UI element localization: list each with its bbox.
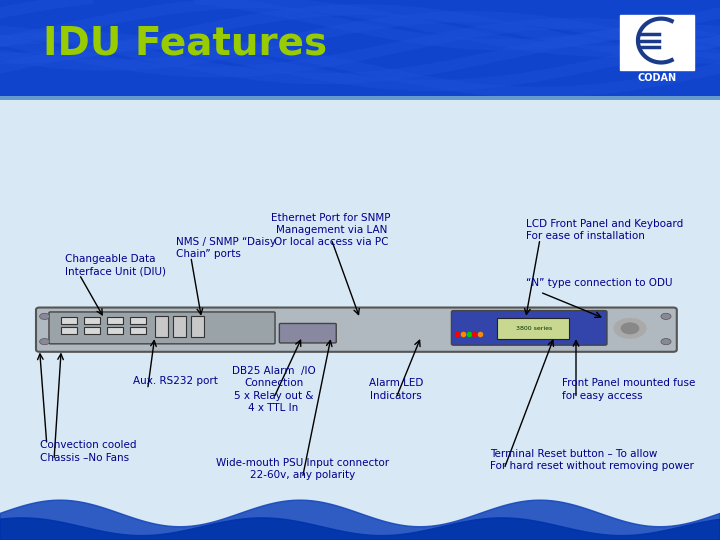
FancyBboxPatch shape xyxy=(49,312,275,344)
Text: CODAN: CODAN xyxy=(637,73,677,83)
Circle shape xyxy=(621,323,639,334)
Circle shape xyxy=(661,339,671,345)
Circle shape xyxy=(614,319,646,338)
Circle shape xyxy=(661,313,671,320)
Bar xyxy=(191,316,204,337)
Circle shape xyxy=(40,313,50,320)
Bar xyxy=(84,327,100,334)
Text: Terminal Reset button – To allow
For hard reset without removing power: Terminal Reset button – To allow For har… xyxy=(490,449,693,471)
Bar xyxy=(173,316,186,337)
Bar xyxy=(130,318,146,325)
Bar xyxy=(61,327,77,334)
Text: Alarm LED
Indicators: Alarm LED Indicators xyxy=(369,378,423,401)
Bar xyxy=(107,318,123,325)
Bar xyxy=(61,318,77,325)
Circle shape xyxy=(40,339,50,345)
Text: Convection cooled
Chassis –No Fans: Convection cooled Chassis –No Fans xyxy=(40,440,136,463)
Text: “N” type connection to ODU: “N” type connection to ODU xyxy=(526,278,672,288)
Bar xyxy=(497,318,569,340)
Text: Aux. RS232 port: Aux. RS232 port xyxy=(133,376,218,386)
FancyBboxPatch shape xyxy=(279,323,336,343)
Bar xyxy=(84,318,100,325)
Text: DB25 Alarm  /IO
Connection
5 x Relay out &
4 x TTL In: DB25 Alarm /IO Connection 5 x Relay out … xyxy=(232,366,315,413)
FancyBboxPatch shape xyxy=(451,310,607,345)
Text: Wide-mouth PSU Input connector
22-60v, any polarity: Wide-mouth PSU Input connector 22-60v, a… xyxy=(216,458,389,481)
Text: Front Panel mounted fuse
for easy access: Front Panel mounted fuse for easy access xyxy=(562,378,695,401)
Text: Changeable Data
Interface Unit (DIU): Changeable Data Interface Unit (DIU) xyxy=(65,254,166,276)
Bar xyxy=(107,327,123,334)
Text: 3800 series: 3800 series xyxy=(516,326,552,331)
Bar xyxy=(130,327,146,334)
Text: LCD Front Panel and Keyboard
For ease of installation: LCD Front Panel and Keyboard For ease of… xyxy=(526,219,683,241)
Bar xyxy=(155,316,168,337)
Bar xyxy=(620,15,694,70)
Text: NMS / SNMP “Daisy
Chain” ports: NMS / SNMP “Daisy Chain” ports xyxy=(176,237,276,259)
Text: IDU Features: IDU Features xyxy=(43,25,328,63)
FancyBboxPatch shape xyxy=(36,308,677,352)
Text: Ethernet Port for SNMP
Management via LAN
Or local access via PC: Ethernet Port for SNMP Management via LA… xyxy=(271,213,391,247)
